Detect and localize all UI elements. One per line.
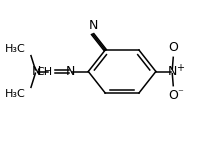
Text: +: + [176, 63, 184, 73]
Text: H₃C: H₃C [4, 44, 25, 54]
Text: N: N [66, 65, 76, 78]
Text: ⁻: ⁻ [177, 89, 183, 99]
Text: CH: CH [36, 66, 52, 77]
Text: N: N [31, 65, 41, 78]
Text: H₃C: H₃C [4, 89, 25, 99]
Text: N: N [89, 19, 98, 32]
Text: O: O [168, 41, 178, 54]
Text: N: N [168, 65, 177, 78]
Text: O: O [168, 89, 178, 102]
